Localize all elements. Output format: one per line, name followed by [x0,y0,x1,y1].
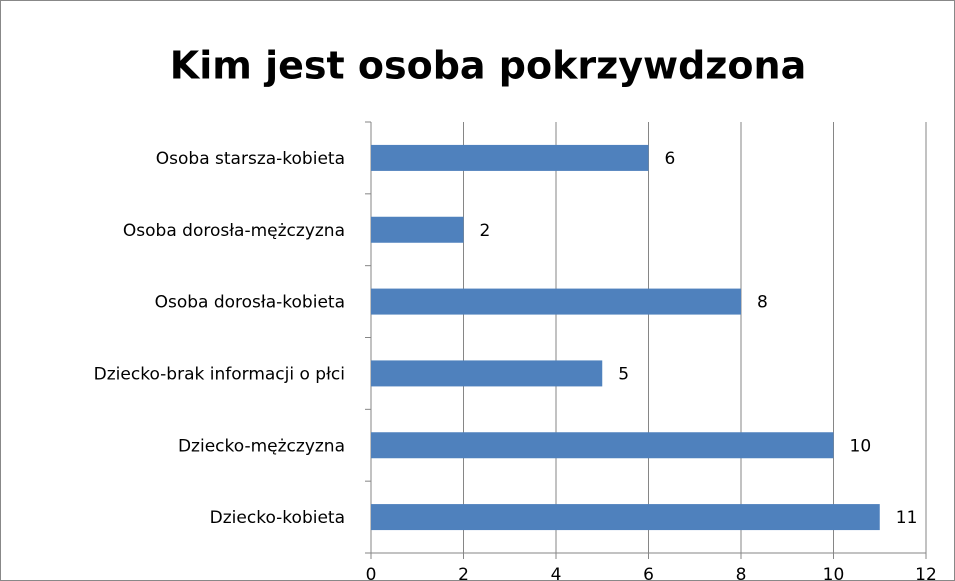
bar [371,504,880,531]
value-label: 8 [757,293,768,313]
y-tick-label: Osoba dorosła-mężczyzna [123,221,345,241]
y-tick-label: Osoba starsza-kobieta [156,149,345,169]
bar [371,432,834,459]
x-tick-label: 4 [551,565,562,581]
value-label: 10 [850,436,872,456]
x-tick-label: 0 [366,565,377,581]
x-tick-label: 12 [915,565,937,581]
x-tick-label: 6 [643,565,654,581]
value-label: 2 [480,221,491,241]
y-tick-label: Dziecko-mężczyzna [178,436,345,456]
bar [371,288,741,315]
value-label: 11 [896,508,918,528]
x-tick-label: 8 [736,565,747,581]
bar [371,216,464,243]
y-tick-label: Dziecko-kobieta [210,508,345,528]
x-tick-label: 10 [823,565,845,581]
x-tick-label: 2 [458,565,469,581]
value-label: 6 [665,149,676,169]
bar [371,360,603,387]
y-tick-label: Dziecko-brak informacji o płci [94,364,345,384]
value-label: 5 [618,364,629,384]
chart-title: Kim jest osoba pokrzywdzona [170,44,806,88]
bar [371,144,649,171]
y-tick-label: Osoba dorosła-kobieta [155,293,345,313]
